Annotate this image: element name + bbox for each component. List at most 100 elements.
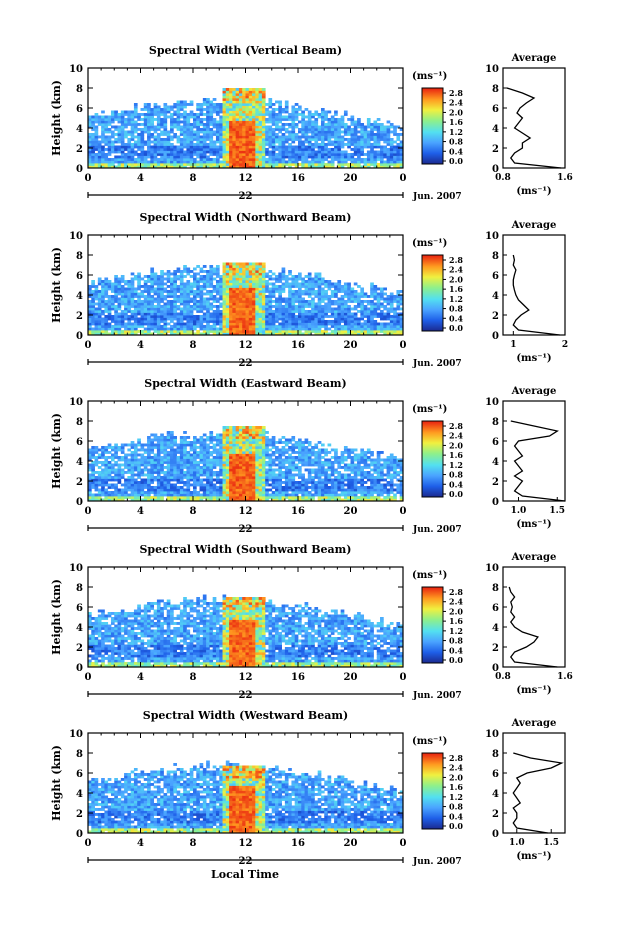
heatmap-cell xyxy=(380,322,384,326)
heatmap-cell xyxy=(179,165,184,169)
heatmap-cell xyxy=(343,300,348,303)
heatmap-cell xyxy=(370,158,374,161)
heatmap-cell xyxy=(281,275,286,278)
heatmap-cell xyxy=(255,115,260,119)
heatmap-cell xyxy=(202,150,207,154)
heatmap-cell xyxy=(117,330,122,333)
heatmap-cell xyxy=(337,315,342,318)
heatmap-cell xyxy=(186,123,191,126)
heatmap-cell xyxy=(160,488,164,492)
heatmap-cell xyxy=(189,110,194,114)
heatmap-cell xyxy=(117,115,122,119)
heatmap-cell xyxy=(212,305,217,308)
heatmap-cell xyxy=(222,95,227,99)
heatmap-cell xyxy=(137,128,141,131)
heatmap-cell xyxy=(173,160,177,164)
heatmap-cell xyxy=(124,153,128,156)
heatmap-cell xyxy=(117,466,122,469)
heatmap-cell xyxy=(176,140,181,144)
heatmap-cell xyxy=(163,483,168,487)
heatmap-cell xyxy=(317,128,322,131)
heatmap-cell xyxy=(179,448,184,452)
heatmap-cell xyxy=(193,317,197,321)
colorbar-tick-label: 0.0 xyxy=(449,323,463,333)
heatmap-cell xyxy=(363,332,368,336)
heatmap-cell xyxy=(314,113,319,116)
heatmap-cell xyxy=(248,267,253,271)
heatmap-cell xyxy=(179,150,184,154)
heatmap-cell xyxy=(94,160,99,164)
heatmap-cell xyxy=(219,130,223,134)
heatmap-cell xyxy=(278,317,282,321)
heatmap-cell xyxy=(219,327,223,331)
heatmap-cell xyxy=(137,463,141,467)
heatmap-cell xyxy=(183,315,187,318)
heatmap-cell xyxy=(225,105,230,109)
heatmap-cell xyxy=(196,108,200,111)
heatmap-cell xyxy=(179,322,184,326)
heatmap-cell xyxy=(265,130,269,134)
heatmap-cell xyxy=(242,155,246,159)
heatmap-cell xyxy=(396,292,401,296)
heatmap-cell xyxy=(225,160,230,164)
heatmap-cell xyxy=(183,481,187,484)
heatmap-cell xyxy=(261,123,266,126)
heatmap-cell xyxy=(107,145,112,149)
heatmap-cell xyxy=(324,158,328,161)
heatmap-cell xyxy=(389,320,394,323)
heatmap-cell xyxy=(91,466,95,469)
heatmap-cell xyxy=(396,302,401,306)
heatmap-cell xyxy=(334,320,338,323)
heatmap-cell xyxy=(189,315,194,318)
heatmap-cell xyxy=(212,130,217,134)
heatmap-cell xyxy=(232,158,237,161)
heatmap-cell xyxy=(176,481,181,484)
heatmap-cell xyxy=(127,463,132,467)
heatmap-cell xyxy=(110,305,115,308)
heatmap-cell xyxy=(399,140,404,144)
heatmap-cell xyxy=(97,150,102,154)
heatmap-cell xyxy=(298,312,302,316)
heatmap-cell xyxy=(330,153,335,156)
heatmap-cell xyxy=(153,325,158,328)
heatmap-cell xyxy=(140,113,145,116)
heatmap-cell xyxy=(363,125,368,129)
heatmap-cell xyxy=(373,285,378,288)
heatmap-cell xyxy=(170,145,174,149)
heatmap-cell xyxy=(133,468,138,472)
heatmap-cell xyxy=(179,302,184,306)
heatmap-cell xyxy=(222,292,227,296)
y-tick-label: 8 xyxy=(76,251,83,262)
heatmap-cell xyxy=(245,125,250,129)
heatmap-cell xyxy=(143,295,148,298)
heatmap-cell xyxy=(311,322,315,326)
heatmap-cell xyxy=(265,150,269,154)
heatmap-cell xyxy=(350,320,355,323)
heatmap-cell xyxy=(179,128,184,131)
heatmap-cell xyxy=(97,478,102,482)
heatmap-cell xyxy=(110,458,115,462)
heatmap-cell xyxy=(137,466,141,469)
heatmap-cell xyxy=(373,150,378,154)
heatmap-cell xyxy=(281,123,286,126)
heatmap-cell xyxy=(88,295,92,298)
heatmap-cell xyxy=(389,163,394,166)
heatmap-cell xyxy=(110,446,115,449)
heatmap-cell xyxy=(189,300,194,303)
heatmap-cell xyxy=(334,322,338,326)
heatmap-cell xyxy=(163,458,168,462)
heatmap-cell xyxy=(183,160,187,164)
heatmap-cell xyxy=(183,103,187,106)
heatmap-cell xyxy=(320,287,325,291)
heatmap-cell xyxy=(284,305,289,308)
heatmap-cell xyxy=(343,305,348,308)
heatmap-cell xyxy=(229,130,233,134)
heatmap-cell xyxy=(291,330,296,333)
heatmap-cell xyxy=(219,332,223,336)
heatmap-cell xyxy=(101,130,105,134)
heatmap-cell xyxy=(311,287,315,291)
heatmap-cell xyxy=(160,123,164,126)
heatmap-cell xyxy=(130,476,135,479)
heatmap-cell xyxy=(120,332,125,336)
heatmap-cell xyxy=(298,120,302,124)
